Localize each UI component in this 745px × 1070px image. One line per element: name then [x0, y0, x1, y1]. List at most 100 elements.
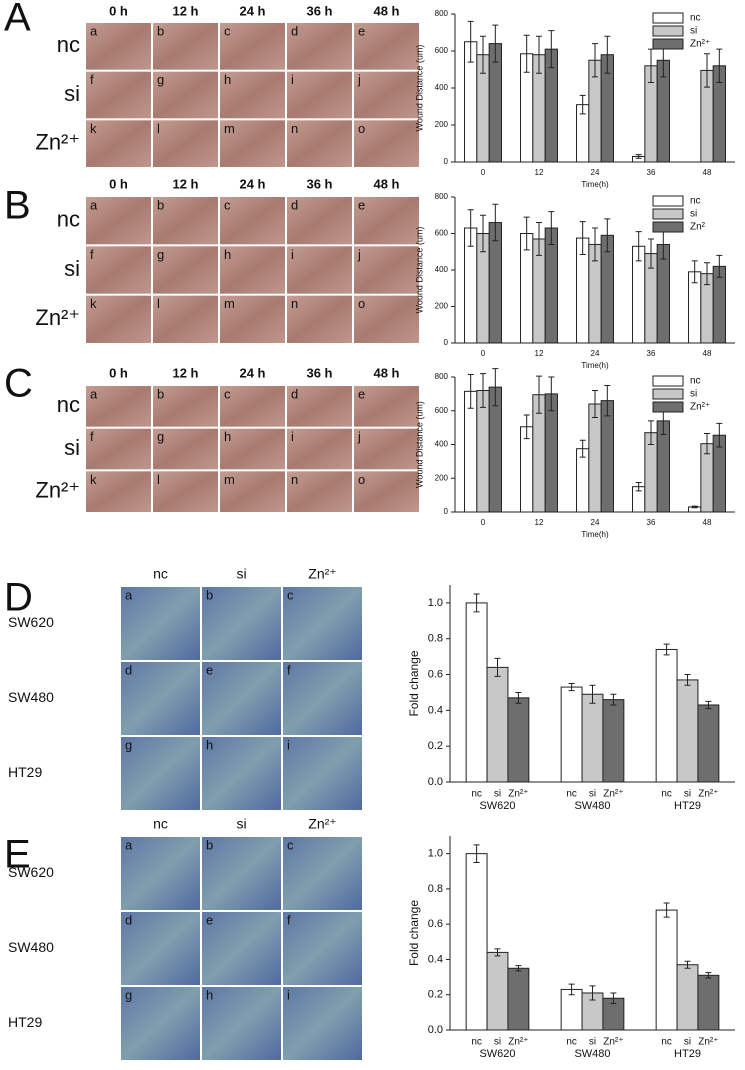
micrograph [283, 912, 362, 985]
cell-label: i [291, 72, 294, 87]
error-bar [704, 262, 710, 286]
x-tick-label: HT29 [674, 800, 701, 812]
micrograph [287, 197, 352, 245]
error-bar [592, 227, 598, 262]
bar-label: si [589, 789, 596, 800]
error-bar [610, 992, 617, 1005]
micrograph [283, 662, 362, 735]
error-bar [568, 683, 575, 692]
bar-label: nc [471, 789, 482, 800]
cell-label: a [90, 23, 98, 38]
x-tick-label: 36 [647, 168, 656, 177]
cell-label: m [224, 121, 235, 136]
micrograph [354, 428, 419, 470]
error-bar [494, 657, 501, 677]
cell-label: k [90, 472, 97, 487]
y-tick-label: 0 [444, 507, 449, 516]
error-bar [579, 94, 586, 115]
error-bar [494, 948, 501, 957]
column-label: 0 h [109, 365, 128, 380]
y-tick-label: 1.0 [428, 848, 443, 860]
panel-letter: D [4, 576, 33, 620]
cell-label: g [125, 987, 132, 1002]
cell-label: g [157, 72, 164, 87]
cell-label: h [224, 247, 231, 262]
error-bar [480, 373, 486, 408]
micrograph [202, 912, 281, 985]
bar [676, 964, 699, 1031]
micrograph [202, 987, 281, 1060]
cell-label: e [358, 386, 365, 401]
error-bar [663, 902, 670, 918]
column-label: 24 h [239, 3, 265, 18]
column-label: Zn²⁺ [308, 566, 336, 582]
bar [602, 699, 625, 783]
column-label: 24 h [239, 176, 265, 191]
cell-label: m [224, 472, 235, 487]
micrograph [354, 246, 419, 294]
legend-swatch [652, 195, 684, 207]
cell-label: l [157, 121, 160, 136]
cell-label: f [287, 912, 291, 927]
legend-label: Zn²⁺ [690, 39, 710, 50]
micrograph [153, 295, 218, 343]
error-bar [492, 24, 499, 63]
x-tick-label: SW620 [479, 1048, 515, 1060]
bar-label: nc [566, 1037, 577, 1048]
x-tick-label: 12 [535, 349, 544, 358]
cell-label: e [206, 912, 213, 927]
cell-label: k [90, 121, 97, 136]
cell-label: n [291, 472, 298, 487]
error-bar [480, 214, 486, 253]
cell-label: b [206, 837, 213, 852]
micrograph [220, 295, 285, 343]
bar-label: si [589, 1037, 596, 1048]
y-tick-label: 0.2 [428, 740, 443, 752]
micrograph [153, 23, 218, 70]
micrograph [220, 23, 285, 70]
micrograph [86, 295, 151, 343]
x-tick-label: 48 [703, 349, 712, 358]
cell-label: d [125, 912, 132, 927]
cell-label: e [358, 23, 365, 38]
y-tick-label: 0 [444, 157, 449, 166]
micrograph [287, 386, 352, 427]
cell-label: j [357, 429, 361, 444]
cell-label: g [157, 247, 164, 262]
column-label: 0 h [109, 3, 128, 18]
row-label: nc [57, 206, 80, 231]
cell-label: h [224, 429, 231, 444]
micrograph [354, 71, 419, 119]
x-tick-label: HT29 [674, 1048, 701, 1060]
micrograph [283, 837, 362, 910]
y-tick-label: 0.8 [428, 883, 443, 895]
micrograph [121, 987, 200, 1060]
error-bar [548, 30, 555, 69]
bar-label: Zn²⁺ [603, 789, 623, 800]
error-bar [480, 35, 486, 74]
x-tick-label: SW480 [574, 1048, 610, 1060]
cell-label: c [287, 837, 294, 852]
cell-label: d [291, 197, 298, 212]
x-tick-label: SW480 [574, 800, 610, 812]
micrograph [153, 386, 218, 427]
x-axis-label: Time(h) [581, 361, 609, 370]
y-tick-label: 200 [435, 120, 449, 129]
x-tick-label: 24 [591, 349, 600, 358]
error-bar [648, 238, 654, 269]
y-axis-label: Wound Distance (um) [414, 401, 424, 488]
panel-letter: B [4, 184, 31, 228]
cell-label: i [291, 247, 294, 262]
column-label: si [236, 566, 246, 582]
micrograph [153, 428, 218, 470]
micrograph [153, 120, 218, 167]
micrograph [86, 23, 151, 70]
row-label: Zn²⁺ [35, 129, 80, 154]
bar-label: si [684, 789, 691, 800]
micrograph [121, 587, 200, 660]
bar [465, 853, 488, 1031]
cell-label: e [358, 197, 365, 212]
error-bar [705, 972, 712, 979]
error-bar [691, 505, 698, 509]
x-tick-label: 0 [481, 349, 486, 358]
